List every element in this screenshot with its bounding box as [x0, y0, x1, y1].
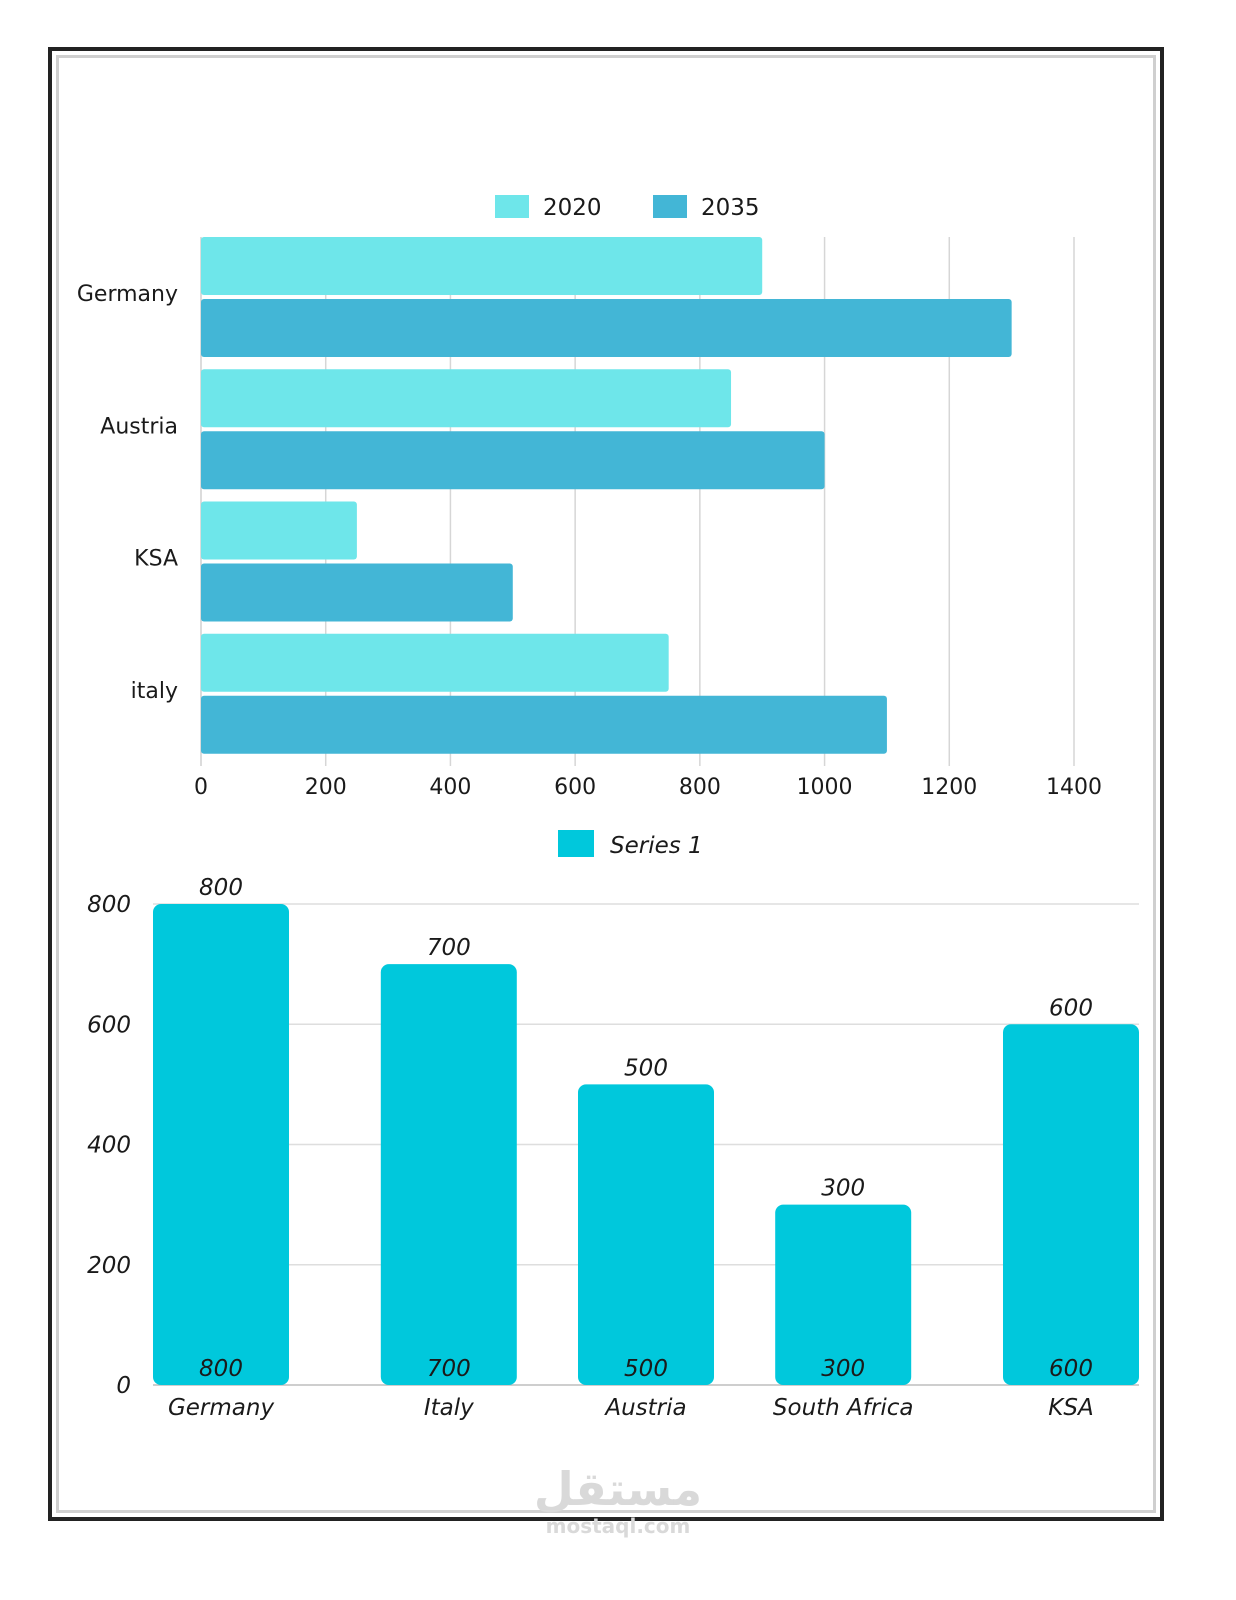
bar-series-1 [578, 1084, 714, 1385]
y-tick-label: 200 [87, 1253, 131, 1279]
legend-swatch [495, 195, 529, 218]
x-tick-label: 1200 [921, 775, 977, 800]
bar-series-1 [153, 904, 289, 1385]
category-label: Austria [100, 414, 178, 439]
x-tick-label: 800 [679, 775, 721, 800]
x-tick-label: 1000 [797, 775, 853, 800]
x-category-label: Italy [424, 1395, 474, 1421]
x-tick-label: 600 [554, 775, 596, 800]
y-tick-label: 0 [116, 1373, 131, 1399]
bar-top-label: 500 [624, 1055, 668, 1081]
legend-swatch [653, 195, 687, 218]
bar-inner-label: 600 [1049, 1356, 1093, 1382]
bar-inner-label: 300 [821, 1356, 865, 1382]
vertical-bar-chart: 0 200 400 600 800 800 800 Germany 700 700 Italy 500… [87, 830, 1139, 1421]
bar-inner-label: 500 [624, 1356, 668, 1382]
x-tick-label: 400 [429, 775, 471, 800]
x-category-label: Austria [603, 1395, 686, 1421]
x-category-label: Germany [168, 1395, 275, 1421]
bar-top-label: 700 [427, 935, 471, 961]
bar-inner-label: 800 [199, 1356, 243, 1382]
x-tick-label: 0 [194, 775, 208, 800]
bar-series-1 [1003, 1024, 1139, 1385]
bar-2020 [201, 501, 357, 560]
y-tick-label: 400 [87, 1133, 131, 1159]
category-label: KSA [134, 547, 178, 572]
bar-2035 [201, 563, 513, 622]
bar-series-1 [380, 964, 517, 1385]
bar-2020 [201, 633, 669, 692]
legend-label: Series 1 [610, 833, 703, 859]
bar-top-label: 300 [821, 1176, 865, 1202]
x-tick-label: 1400 [1046, 775, 1102, 800]
x-category-label: KSA [1048, 1395, 1093, 1421]
bar-2020 [201, 237, 763, 295]
x-tick-label: 200 [305, 775, 347, 800]
horizontal-bar-chart: 0 200 400 600 800 1000 1200 1400 Germany Austria K… [77, 195, 1102, 800]
legend-swatch [558, 830, 594, 857]
x-category-label: South Africa [773, 1395, 914, 1421]
legend-label: 2035 [701, 195, 760, 221]
bar-2020 [201, 369, 732, 428]
bar-series-1 [775, 1204, 912, 1385]
category-label: italy [131, 679, 178, 704]
category-label: Germany [77, 282, 178, 307]
bar-2035 [201, 695, 887, 754]
chart-frame-inner [56, 55, 1156, 1513]
bar-top-label: 800 [199, 875, 243, 901]
bar-2035 [201, 431, 825, 490]
bar-top-label: 600 [1049, 995, 1093, 1021]
bar-2035 [201, 299, 1012, 357]
watermark-arabic: مستقل [533, 1462, 703, 1516]
bar-inner-label: 700 [427, 1356, 471, 1382]
y-tick-label: 800 [87, 892, 131, 918]
watermark-latin: mostaql.com [545, 1514, 691, 1538]
y-tick-label: 600 [87, 1012, 131, 1038]
legend-label: 2020 [543, 195, 602, 221]
